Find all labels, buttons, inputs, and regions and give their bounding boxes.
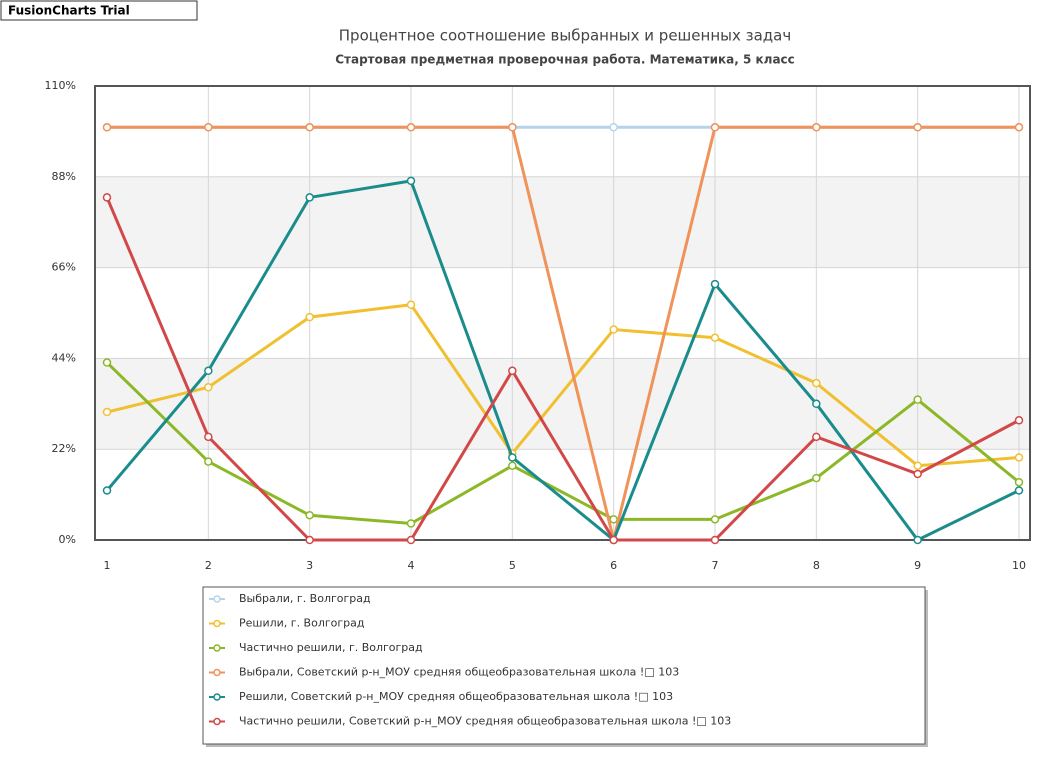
data-point: [508, 123, 517, 132]
data-point: [812, 378, 821, 388]
legend-marker: [213, 619, 221, 628]
legend-marker: [213, 693, 221, 701]
x-tick-label: 9: [914, 559, 921, 572]
data-point: [812, 123, 821, 132]
x-tick-label: 3: [306, 559, 313, 572]
data-point: [913, 469, 922, 479]
data-point: [204, 123, 213, 132]
legend-marker: [213, 717, 221, 726]
data-point: [710, 279, 720, 289]
data-point: [609, 123, 618, 132]
y-tick-label: 0%: [59, 533, 76, 546]
watermark: FusionCharts Trial: [8, 4, 130, 18]
data-point: [102, 123, 112, 132]
data-point: [204, 366, 213, 376]
data-point: [1014, 453, 1024, 462]
series-line: [107, 125, 1019, 541]
legend-label: Частично решили, Советский р-н_МОУ средн…: [239, 715, 731, 728]
data-point: [406, 519, 416, 528]
legend-label: Частично решили, г. Волгоград: [239, 641, 423, 654]
x-tick-label: 7: [712, 559, 719, 572]
legend-marker: [213, 668, 221, 677]
watermark-box: [0, 0, 198, 21]
data-point: [609, 535, 618, 545]
data-point: [508, 366, 517, 376]
x-tick-label: 1: [104, 559, 111, 572]
data-point: [710, 535, 720, 545]
data-point: [1014, 486, 1024, 495]
x-tick-label: 6: [610, 559, 617, 572]
data-point: [305, 123, 314, 132]
data-point: [102, 407, 112, 417]
data-point: [812, 473, 821, 483]
grid-band: [95, 358, 1030, 450]
legend-label: Выбрали, Советский р-н_МОУ средняя общео…: [239, 666, 679, 679]
legend-label: Решили, г. Волгоград: [239, 617, 365, 630]
x-tick-label: 2: [205, 559, 212, 572]
data-point: [204, 432, 213, 442]
x-tick-label: 10: [1012, 559, 1026, 572]
chart-subtitle: Стартовая предметная проверочная работа.…: [335, 53, 795, 67]
data-point: [204, 383, 213, 392]
data-point: [406, 535, 416, 545]
data-point: [609, 515, 618, 524]
data-point: [102, 358, 112, 367]
data-point: [204, 457, 213, 466]
legend-box: [202, 586, 926, 745]
data-point: [406, 123, 416, 132]
data-point: [305, 193, 314, 202]
y-tick-label: 22%: [52, 442, 76, 455]
plot: 0% 22% 44% 66% 88% 110% 1 2 3 4 5 6 7 8 9 10: [45, 79, 1031, 572]
legend: Выбрали, г. Волгоград Решили, г. Волгогра…: [202, 586, 928, 747]
data-point: [305, 510, 314, 520]
data-point: [710, 515, 720, 524]
chart-title: Процентное соотношение выбранных и решен…: [339, 27, 791, 45]
legend-label: Выбрали, г. Волгоград: [239, 592, 371, 605]
data-point: [102, 193, 112, 202]
data-point: [1014, 477, 1024, 487]
data-point: [508, 453, 517, 462]
series-line: [106, 303, 1020, 468]
data-point: [913, 395, 922, 404]
data-point: [1014, 123, 1024, 132]
series-line: [105, 196, 1020, 542]
data-point: [1014, 416, 1024, 425]
y-tick-label: 66%: [52, 261, 76, 274]
data-point: [305, 535, 314, 545]
grid-band: [95, 176, 1030, 268]
data-point: [710, 333, 720, 343]
data-point: [102, 486, 112, 495]
y-tick-label: 44%: [52, 351, 76, 364]
series-line: [105, 179, 1020, 543]
x-tick-label: 8: [813, 559, 820, 572]
data-point: [710, 123, 720, 132]
data-point: [508, 461, 517, 470]
legend-marker: [213, 644, 221, 652]
data-point: [812, 399, 821, 409]
y-tick-label: 110%: [45, 79, 76, 92]
x-tick-label: 5: [509, 559, 516, 572]
data-point: [913, 461, 922, 470]
y-tick-label: 88%: [52, 170, 76, 183]
data-point: [812, 432, 821, 442]
data-point: [913, 535, 922, 545]
plot-background: [95, 86, 1030, 540]
data-point: [609, 325, 618, 334]
plot-border: [94, 85, 1031, 541]
data-point: [406, 300, 416, 309]
x-tick-label: 4: [408, 559, 415, 572]
data-point: [305, 312, 314, 322]
legend-label: Решили, Советский р-н_МОУ средняя общеоб…: [239, 690, 673, 703]
legend-marker: [213, 595, 221, 603]
data-point: [406, 176, 416, 186]
data-point: [913, 123, 922, 132]
